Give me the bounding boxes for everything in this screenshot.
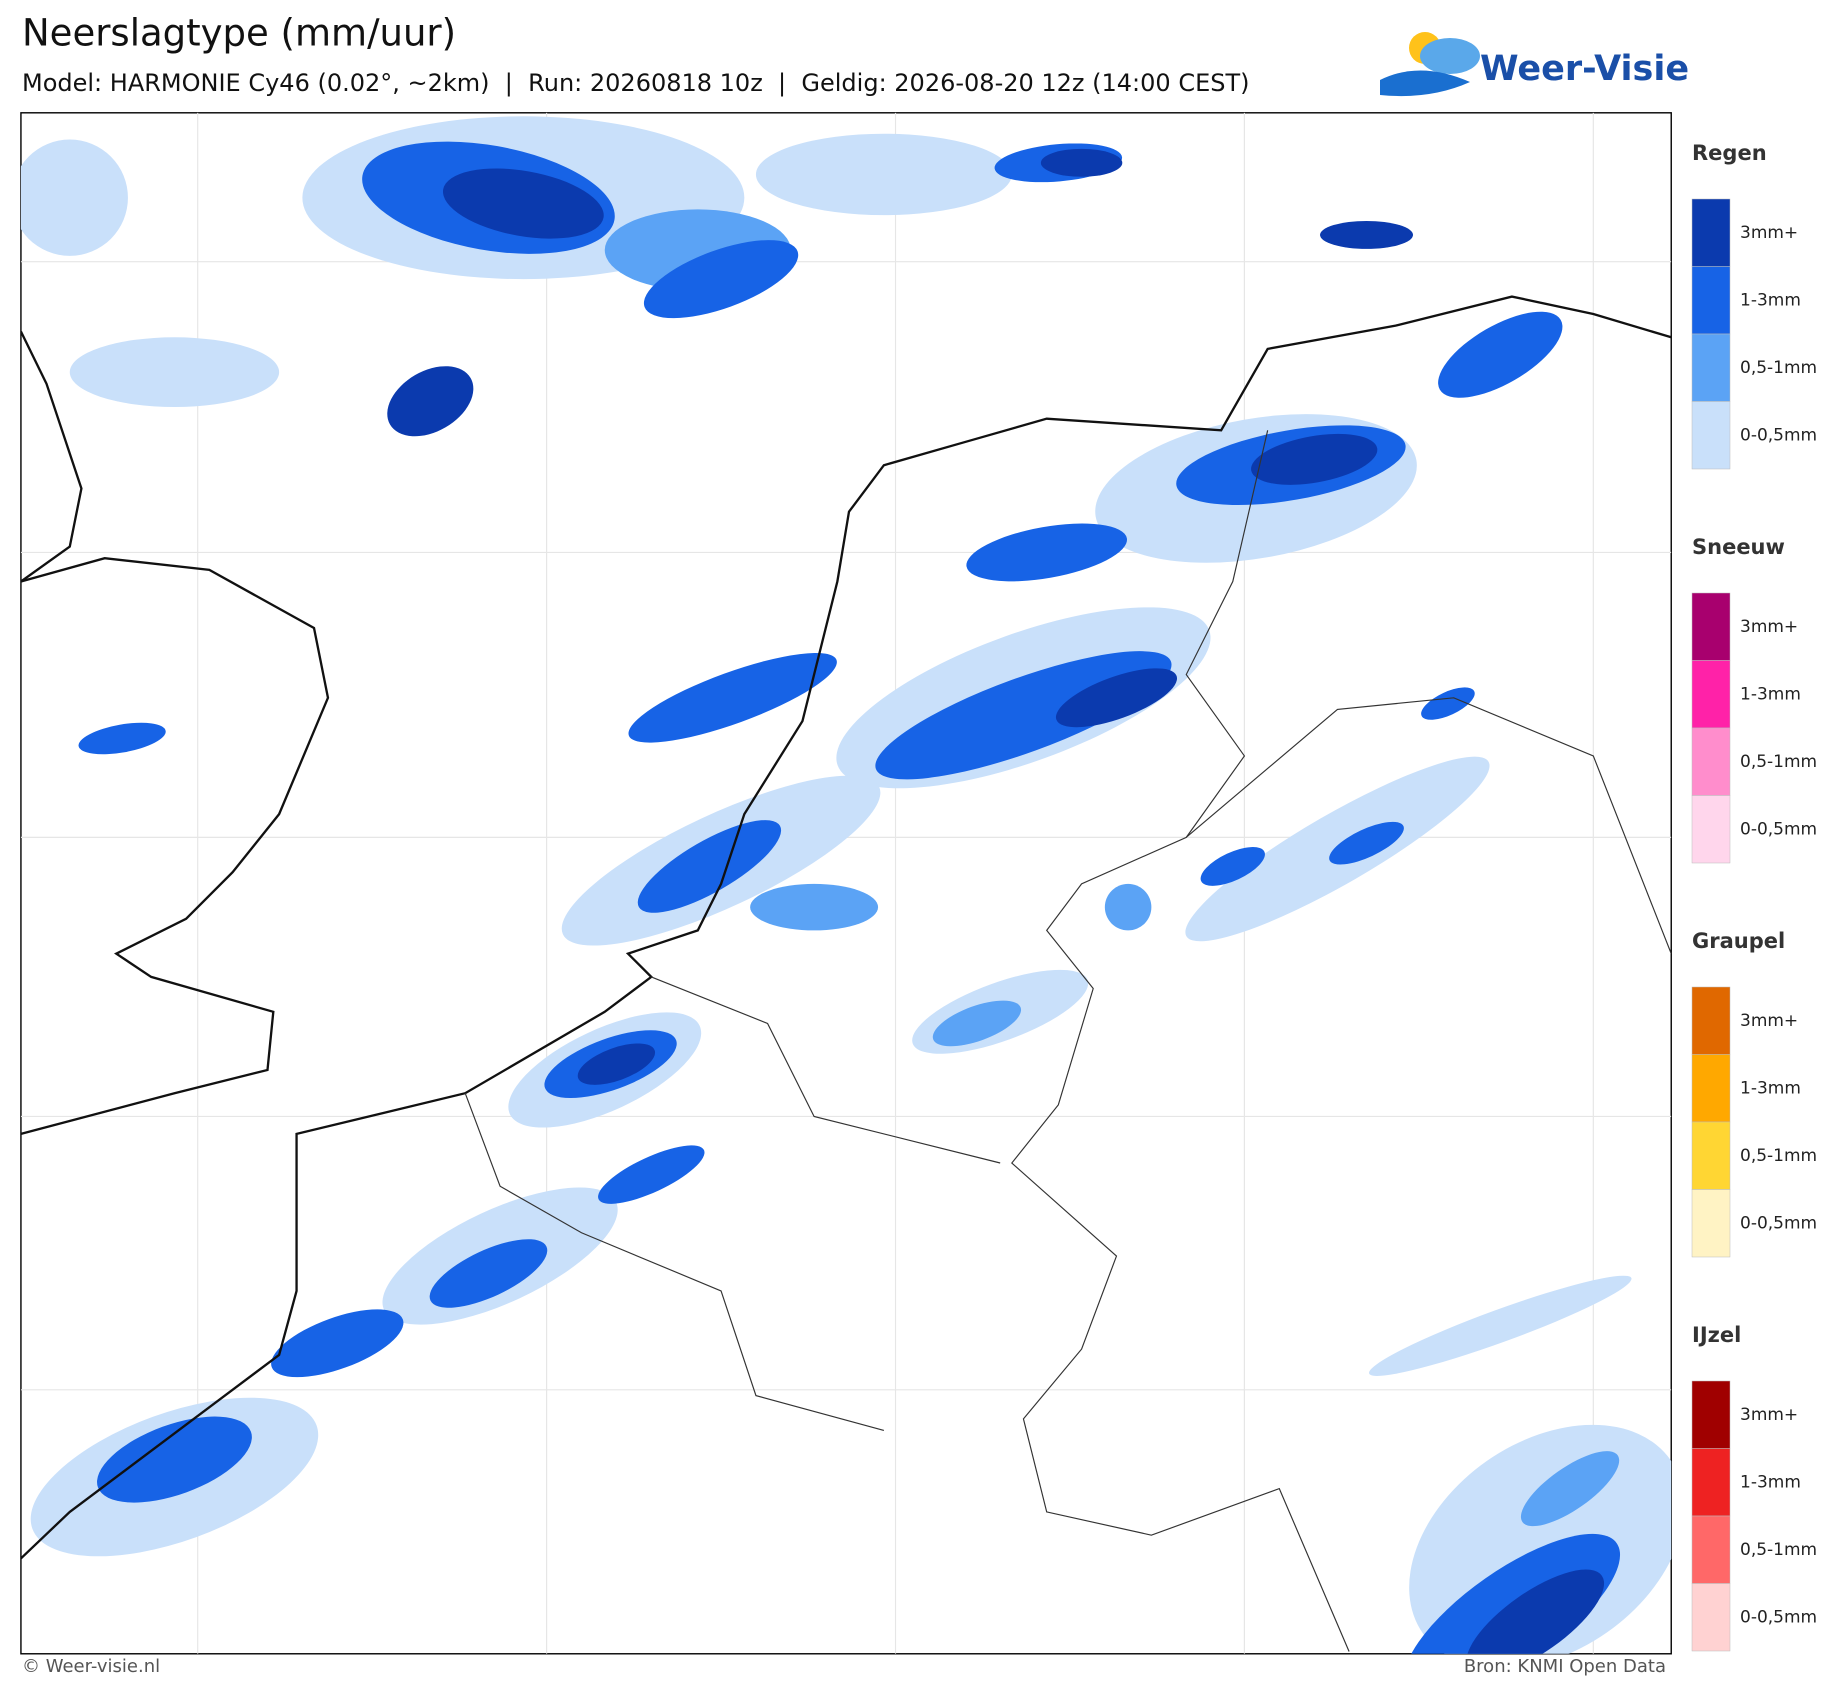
precip-area (1466, 1569, 1605, 1654)
precip-area (1040, 148, 1123, 177)
precip-extreme (387, 148, 1605, 1654)
legend-swatch (1691, 333, 1731, 402)
borders (464, 430, 1672, 1652)
legend-swatch (1691, 198, 1731, 267)
coastline-uk (20, 557, 330, 1136)
legend-swatch (1691, 1515, 1731, 1584)
precip-area (643, 240, 799, 319)
precip-area (577, 1043, 656, 1085)
legend-label: 3mm+ (1740, 1405, 1798, 1425)
map-frame (20, 112, 1672, 1655)
precip-area (750, 883, 879, 931)
precip-area (97, 1416, 252, 1503)
legend-label: 0-0,5mm (1740, 1607, 1817, 1627)
precip-area (1251, 433, 1378, 485)
subtitle: Model: HARMONIE Cy46 (0.02°, ~2km) | Run… (22, 69, 1250, 97)
legend-label: 0,5-1mm (1740, 1540, 1817, 1560)
border (1185, 697, 1672, 954)
coastline-continent (20, 295, 1672, 1560)
legend-swatch (1691, 1583, 1731, 1652)
precip-area (1520, 1451, 1620, 1527)
precip-area (1369, 1275, 1632, 1376)
legend-swatch (1691, 986, 1731, 1055)
logo-cloud (1420, 38, 1480, 74)
border (1011, 430, 1350, 1652)
precip-area (1055, 668, 1178, 728)
border (464, 1093, 885, 1432)
precip-area (1438, 311, 1563, 398)
legend-swatch (1691, 1121, 1731, 1190)
legend-label: 1-3mm (1740, 684, 1801, 704)
legend-label: 1-3mm (1740, 1078, 1801, 1098)
coastline-uk-north (20, 330, 83, 583)
precip-area (628, 653, 837, 743)
precip-area (755, 133, 1012, 216)
legend-label: 0-0,5mm (1740, 425, 1817, 445)
legend-label: 0-0,5mm (1740, 819, 1817, 839)
precip-area (1329, 821, 1404, 865)
precip-area (20, 139, 128, 256)
logo-wave (1380, 70, 1470, 97)
precip-area (387, 366, 474, 437)
precip-area (598, 1145, 705, 1204)
legend-group-title: IJzel (1692, 1323, 1741, 1347)
title: Neerslagtype (mm/uur) (22, 12, 456, 55)
footer-right: Bron: KNMI Open Data (1464, 1656, 1666, 1677)
coastlines (20, 295, 1672, 1560)
legend-group-title: Graupel (1692, 929, 1785, 953)
legend-label: 3mm+ (1740, 223, 1798, 243)
legend-label: 1-3mm (1740, 290, 1801, 310)
precip-area (637, 820, 782, 913)
precip-area (1200, 847, 1265, 886)
precip-area (271, 1309, 404, 1378)
legend-swatch (1691, 1380, 1731, 1449)
legend-swatch (1691, 1448, 1731, 1517)
legend-swatch (1691, 1054, 1731, 1123)
legend-label: 0,5-1mm (1740, 752, 1817, 772)
legend-label: 0-0,5mm (1740, 1213, 1817, 1233)
legend-swatch (1691, 592, 1731, 661)
legend-label: 3mm+ (1740, 1011, 1798, 1031)
precip-area (429, 1239, 548, 1308)
map (20, 112, 1672, 1654)
precip-area (78, 722, 166, 755)
legend-label: 0,5-1mm (1740, 1146, 1817, 1166)
legend-swatch (1691, 795, 1731, 864)
legend-group-title: Sneeuw (1692, 535, 1785, 559)
border (651, 976, 1001, 1164)
precip-area (1421, 687, 1475, 720)
legend-group-title: Regen (1692, 141, 1767, 165)
legend-label: 3mm+ (1740, 617, 1798, 637)
precip-area (1104, 883, 1152, 931)
legend-label: 1-3mm (1740, 1472, 1801, 1492)
logo: Weer-Visie (1380, 32, 1689, 97)
legend-label: 0,5-1mm (1740, 358, 1817, 378)
precip-area (966, 523, 1127, 582)
logo-text: Weer-Visie (1480, 49, 1689, 89)
legend-swatch (1691, 660, 1731, 729)
legend-swatch (1691, 401, 1731, 470)
precip-area (932, 1000, 1022, 1047)
precip-area (69, 337, 280, 408)
legend-swatch (1691, 266, 1731, 335)
footer-left: © Weer-visie.nl (22, 1656, 160, 1677)
legend-swatch (1691, 1189, 1731, 1258)
precip-area (442, 168, 604, 239)
precip-area (1320, 220, 1414, 249)
legend-swatch (1691, 727, 1731, 796)
